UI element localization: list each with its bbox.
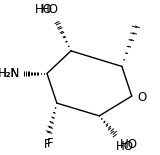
Text: F: F <box>47 137 53 150</box>
Text: O: O <box>137 91 146 104</box>
Text: H₂N: H₂N <box>0 67 20 80</box>
Text: HO: HO <box>120 138 138 151</box>
Text: H₂N: H₂N <box>0 67 20 80</box>
Text: HO: HO <box>116 140 134 153</box>
Text: HO: HO <box>41 3 59 16</box>
Text: HO: HO <box>35 3 53 16</box>
Text: F: F <box>44 138 50 151</box>
